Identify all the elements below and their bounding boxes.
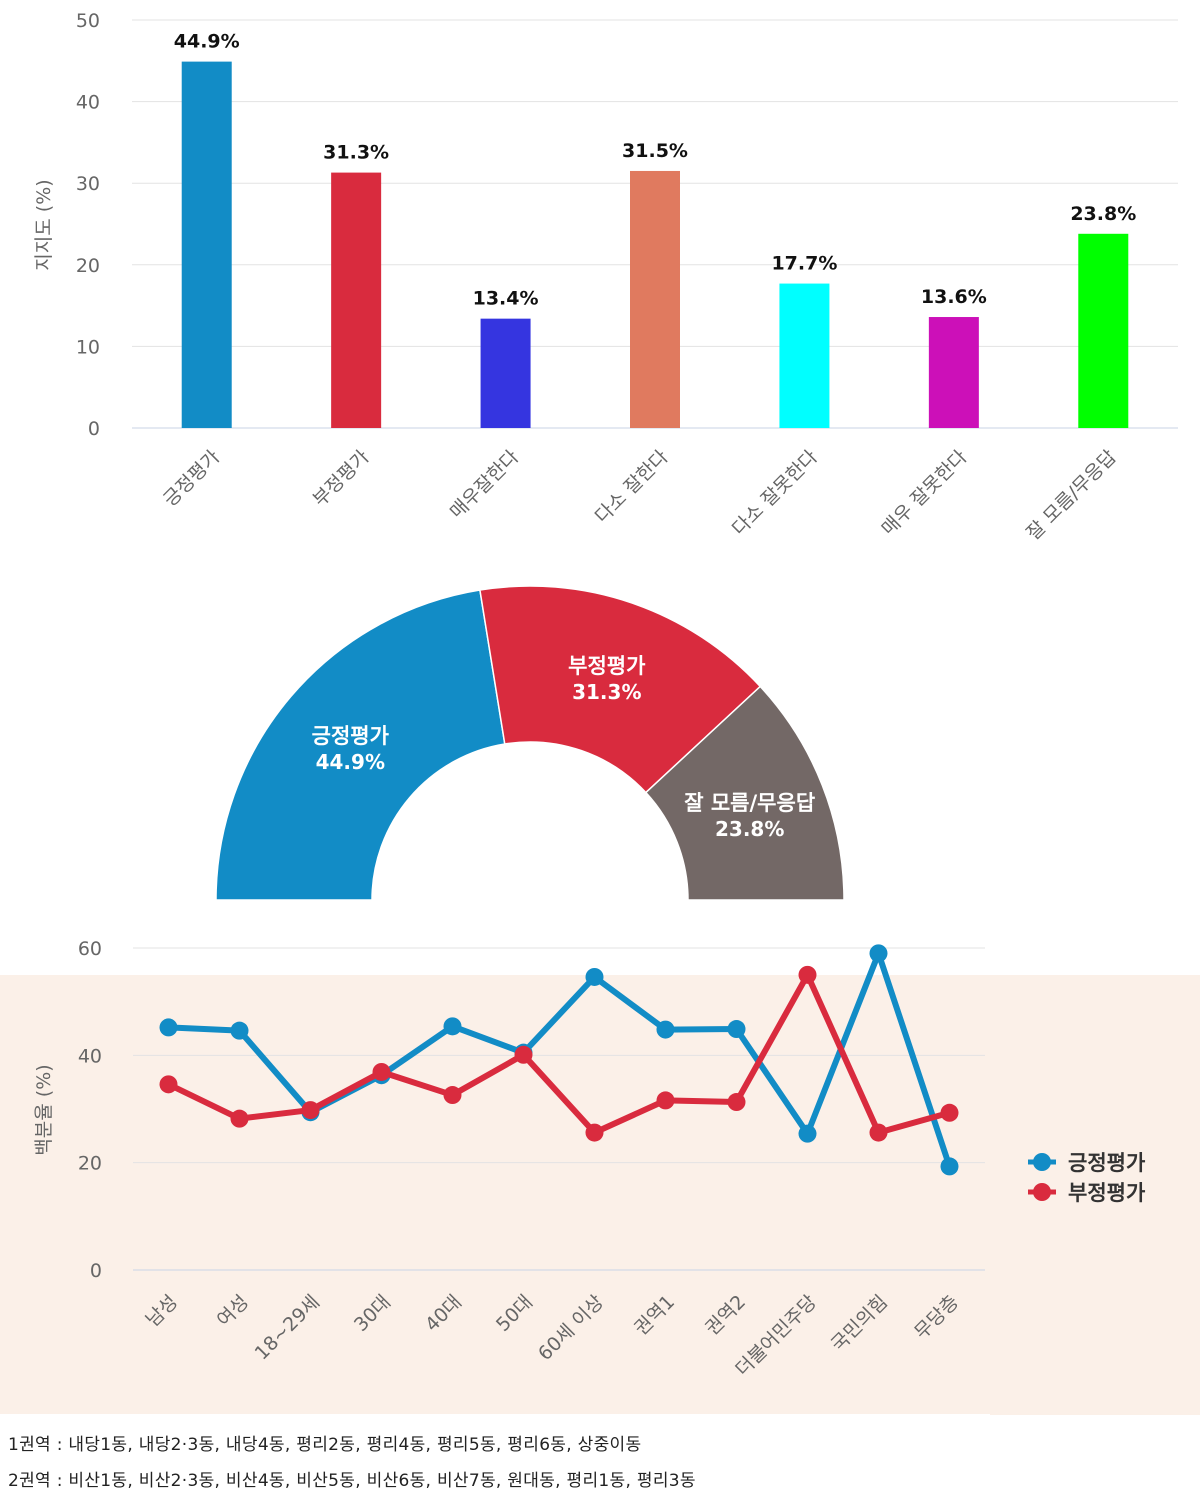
- bar-data-label: 17.7%: [771, 253, 837, 275]
- line-point: [869, 944, 888, 963]
- line-y-tick-label: 60: [78, 938, 102, 960]
- bar-chart: 0 10 20 30 40 50 지지도 (%) 44.9% 긍정평가 31.3% 부정평가 13.4…: [33, 10, 1178, 544]
- footnote-region-2: 2권역 : 비산1동, 비산2·3동, 비산4동, 비산5동, 비산6동, 비산…: [8, 1471, 696, 1491]
- bar: [630, 170, 680, 428]
- bar: [1078, 233, 1129, 428]
- line-point: [940, 1103, 959, 1122]
- line-chart-background: [0, 975, 1200, 1415]
- line-point: [727, 1020, 746, 1039]
- bar-y-tick-label: 0: [88, 418, 100, 440]
- bar-data-label: 13.6%: [921, 286, 987, 308]
- bar: [480, 318, 531, 428]
- bar-data-label: 13.4%: [473, 288, 539, 310]
- donut-slice-name: 긍정평가: [312, 724, 390, 748]
- legend-label: 긍정평가: [1068, 1151, 1146, 1175]
- bar-x-tick-label: 매우 잘못한다: [877, 446, 971, 540]
- line-point: [443, 1017, 462, 1036]
- line-point: [656, 1020, 675, 1039]
- bar-y-tick-label: 40: [76, 92, 100, 114]
- bar-x-tick-label: 다소 잘한다: [591, 446, 673, 528]
- donut-slice-value: 23.8%: [715, 817, 784, 841]
- region-footnote: 1권역 : 내당1동, 내당2·3동, 내당4동, 평리2동, 평리4동, 평리…: [0, 1414, 990, 1500]
- line-point: [159, 1075, 178, 1094]
- footnote-region-1: 1권역 : 내당1동, 내당2·3동, 내당4동, 평리2동, 평리4동, 평리…: [8, 1435, 642, 1455]
- donut-slice-name: 잘 모름/무응답: [684, 791, 815, 815]
- line-series: [165, 971, 953, 1136]
- line-point: [514, 1045, 533, 1064]
- line-point: [798, 1124, 817, 1143]
- bar: [779, 283, 830, 428]
- bar-x-tick-label: 다소 잘못한다: [728, 446, 822, 540]
- donut-slice: [215, 589, 506, 901]
- bar-data-label: 31.3%: [323, 142, 389, 164]
- line-point: [727, 1093, 746, 1112]
- bar-x-tick-label: 부정평가: [309, 446, 374, 511]
- line-y-tick-label: 0: [90, 1260, 102, 1282]
- bar-data-label: 23.8%: [1070, 203, 1136, 225]
- line-point: [869, 1123, 888, 1142]
- donut-slice: [644, 685, 845, 901]
- line-y-tick-label: 20: [78, 1153, 102, 1175]
- line-point: [230, 1021, 249, 1040]
- bar: [928, 317, 979, 428]
- legend-marker: [1033, 1183, 1051, 1201]
- donut-slice: [479, 585, 762, 794]
- bar-y-axis-title: 지지도 (%): [33, 179, 55, 270]
- legend-label: 부정평가: [1068, 1181, 1146, 1205]
- line-point: [798, 965, 817, 984]
- bar-x-tick-label: 매우잘한다: [446, 446, 523, 523]
- line-point: [230, 1109, 249, 1128]
- bar-y-tick-label: 20: [76, 255, 100, 277]
- bar-x-tick-label: 긍정평가: [159, 446, 224, 511]
- donut-slice-value: 31.3%: [572, 680, 641, 704]
- line-point: [585, 1123, 604, 1142]
- line-point: [372, 1062, 391, 1081]
- bar: [181, 61, 232, 429]
- bar-y-tick-label: 50: [76, 10, 100, 32]
- donut-slice-value: 44.9%: [316, 750, 385, 774]
- line-y-axis-title: 백분율 (%): [33, 1064, 55, 1155]
- line-point: [443, 1086, 462, 1105]
- bar-x-tick-label: 잘 모름/무응답: [1022, 446, 1121, 545]
- donut-slice-name: 부정평가: [568, 654, 646, 678]
- line-series: [165, 950, 953, 1170]
- line-y-tick-label: 40: [78, 1045, 102, 1067]
- bar-data-label: 44.9%: [174, 31, 240, 53]
- line-point: [159, 1018, 178, 1037]
- legend-marker: [1033, 1153, 1051, 1171]
- bar-y-tick-label: 10: [76, 336, 100, 358]
- line-point: [301, 1101, 320, 1120]
- bar-data-label: 31.5%: [622, 140, 688, 162]
- line-point: [656, 1091, 675, 1110]
- bar: [331, 172, 382, 428]
- line-point: [585, 967, 604, 986]
- bar-y-tick-label: 30: [76, 173, 100, 195]
- line-point: [940, 1157, 959, 1176]
